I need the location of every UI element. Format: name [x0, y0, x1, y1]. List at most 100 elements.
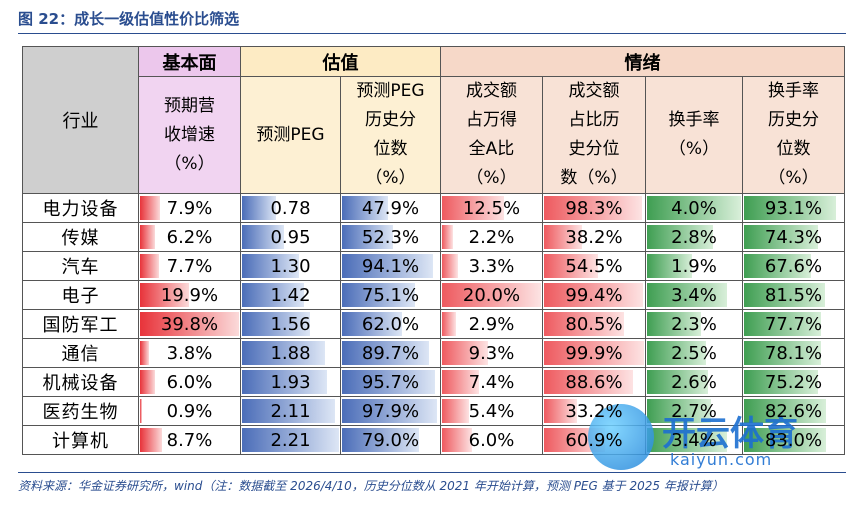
- cell-value: 94.1%: [361, 255, 420, 277]
- cell-turnover: 2.3%: [645, 309, 743, 339]
- data-bar: [744, 370, 819, 394]
- cell-peg-pct: 47.9%: [340, 193, 441, 223]
- data-bar: [140, 341, 150, 365]
- cell-value: 7.7%: [166, 255, 213, 277]
- column-header-4: 成交额 占万得 全A比 （%）: [440, 76, 543, 194]
- cell-turnover: 3.4%: [645, 280, 743, 310]
- watermark-cn: 开云体育: [662, 414, 798, 454]
- cell-value: 88.6%: [565, 371, 623, 393]
- data-bar: [140, 428, 162, 452]
- data-bar: [544, 341, 644, 365]
- cell-peg-pct: 95.7%: [340, 367, 441, 397]
- industry-cell: 电子: [22, 280, 139, 310]
- data-bar: [744, 399, 826, 423]
- data-bar: [647, 254, 692, 278]
- cell-turnover-pct: 74.3%: [742, 222, 845, 252]
- data-bar: [442, 341, 489, 365]
- cell-turnover-share: 2.9%: [440, 309, 543, 339]
- cell-value: 38.2%: [565, 226, 623, 248]
- cell-value: 79.0%: [361, 429, 420, 451]
- cell-value: 2.8%: [671, 226, 717, 248]
- data-bar: [744, 225, 818, 249]
- cell-peg-pct: 97.9%: [340, 396, 441, 426]
- cell-value: 3.4%: [671, 429, 717, 451]
- data-bar: [544, 254, 599, 278]
- cell-revenue-growth: 7.9%: [138, 193, 241, 223]
- cell-value: 89.7%: [361, 342, 420, 364]
- cell-value: 2.2%: [468, 226, 515, 248]
- cell-peg: 2.11: [240, 396, 341, 426]
- cell-share-pct: 88.6%: [542, 367, 646, 397]
- cell-value: 60.9%: [565, 429, 623, 451]
- table-row: 医药生物 0.9% 2.11 97.9% 5.4% 33.2% 2.7% 82.6%: [22, 396, 845, 426]
- data-bar: [544, 312, 625, 336]
- data-bar: [242, 254, 300, 278]
- data-bar: [744, 196, 837, 220]
- table-row: 计算机 8.7% 2.21 79.0% 6.0% 60.9% 3.4% 83.0%: [22, 425, 845, 455]
- cell-peg: 0.78: [240, 193, 341, 223]
- cell-revenue-growth: 6.0%: [138, 367, 241, 397]
- cell-value: 6.0%: [166, 371, 213, 393]
- data-bar: [242, 341, 325, 365]
- data-bar: [342, 254, 434, 278]
- data-bar: [647, 312, 702, 336]
- industry-cell: 计算机: [22, 425, 139, 455]
- cell-value: 1.42: [270, 284, 311, 306]
- cell-value: 20.0%: [462, 284, 521, 306]
- data-bar: [342, 283, 415, 307]
- cell-value: 0.78: [270, 197, 311, 219]
- cell-share-pct: 54.5%: [542, 251, 646, 281]
- cell-turnover-share: 6.0%: [440, 425, 543, 455]
- column-header-3: 预测PEG 历史分 位数 （%）: [340, 76, 441, 194]
- cell-value: 2.11: [270, 400, 311, 422]
- header-industry: 行业: [22, 46, 139, 194]
- cell-value: 9.3%: [468, 342, 515, 364]
- cell-value: 93.1%: [764, 197, 823, 219]
- cell-value: 82.6%: [764, 400, 823, 422]
- cell-revenue-growth: 8.7%: [138, 425, 241, 455]
- cell-revenue-growth: 6.2%: [138, 222, 241, 252]
- cell-value: 62.0%: [361, 313, 420, 335]
- cell-value: 2.6%: [671, 371, 717, 393]
- cell-peg: 2.21: [240, 425, 341, 455]
- cell-peg: 0.95: [240, 222, 341, 252]
- watermark-en: kaiyun.com: [670, 450, 773, 469]
- data-bar: [442, 283, 541, 307]
- data-bar: [647, 428, 727, 452]
- cell-value: 8.7%: [166, 429, 213, 451]
- cell-value: 83.0%: [764, 429, 823, 451]
- data-bar: [242, 370, 327, 394]
- cell-turnover-pct: 77.7%: [742, 309, 845, 339]
- industry-cell: 汽车: [22, 251, 139, 281]
- data-bar: [744, 254, 811, 278]
- data-bar: [544, 399, 578, 423]
- cell-value: 3.8%: [166, 342, 213, 364]
- cell-revenue-growth: 39.8%: [138, 309, 241, 339]
- cell-value: 99.9%: [565, 342, 623, 364]
- column-header-5: 成交额 占比历 史分位 数（%）: [542, 76, 646, 194]
- cell-value: 74.3%: [764, 226, 823, 248]
- data-bar: [140, 196, 160, 220]
- cell-value: 1.9%: [671, 255, 717, 277]
- cell-turnover: 1.9%: [645, 251, 743, 281]
- cell-value: 0.95: [270, 226, 311, 248]
- industry-cell: 传媒: [22, 222, 139, 252]
- data-bar: [744, 341, 822, 365]
- cell-turnover-share: 9.3%: [440, 338, 543, 368]
- cell-value: 3.3%: [468, 255, 515, 277]
- group-base: 基本面: [138, 46, 241, 77]
- cell-peg: 1.30: [240, 251, 341, 281]
- cell-value: 5.4%: [468, 400, 515, 422]
- cell-value: 6.0%: [468, 429, 515, 451]
- cell-value: 99.4%: [565, 284, 623, 306]
- data-bar: [140, 312, 239, 336]
- cell-value: 2.9%: [468, 313, 515, 335]
- cell-value: 54.5%: [565, 255, 623, 277]
- data-bar: [544, 370, 633, 394]
- cell-peg-pct: 75.1%: [340, 280, 441, 310]
- cell-turnover: 2.7%: [645, 396, 743, 426]
- data-bar: [242, 399, 335, 423]
- data-bar: [442, 196, 504, 220]
- cell-share-pct: 80.5%: [542, 309, 646, 339]
- cell-value: 7.9%: [166, 197, 213, 219]
